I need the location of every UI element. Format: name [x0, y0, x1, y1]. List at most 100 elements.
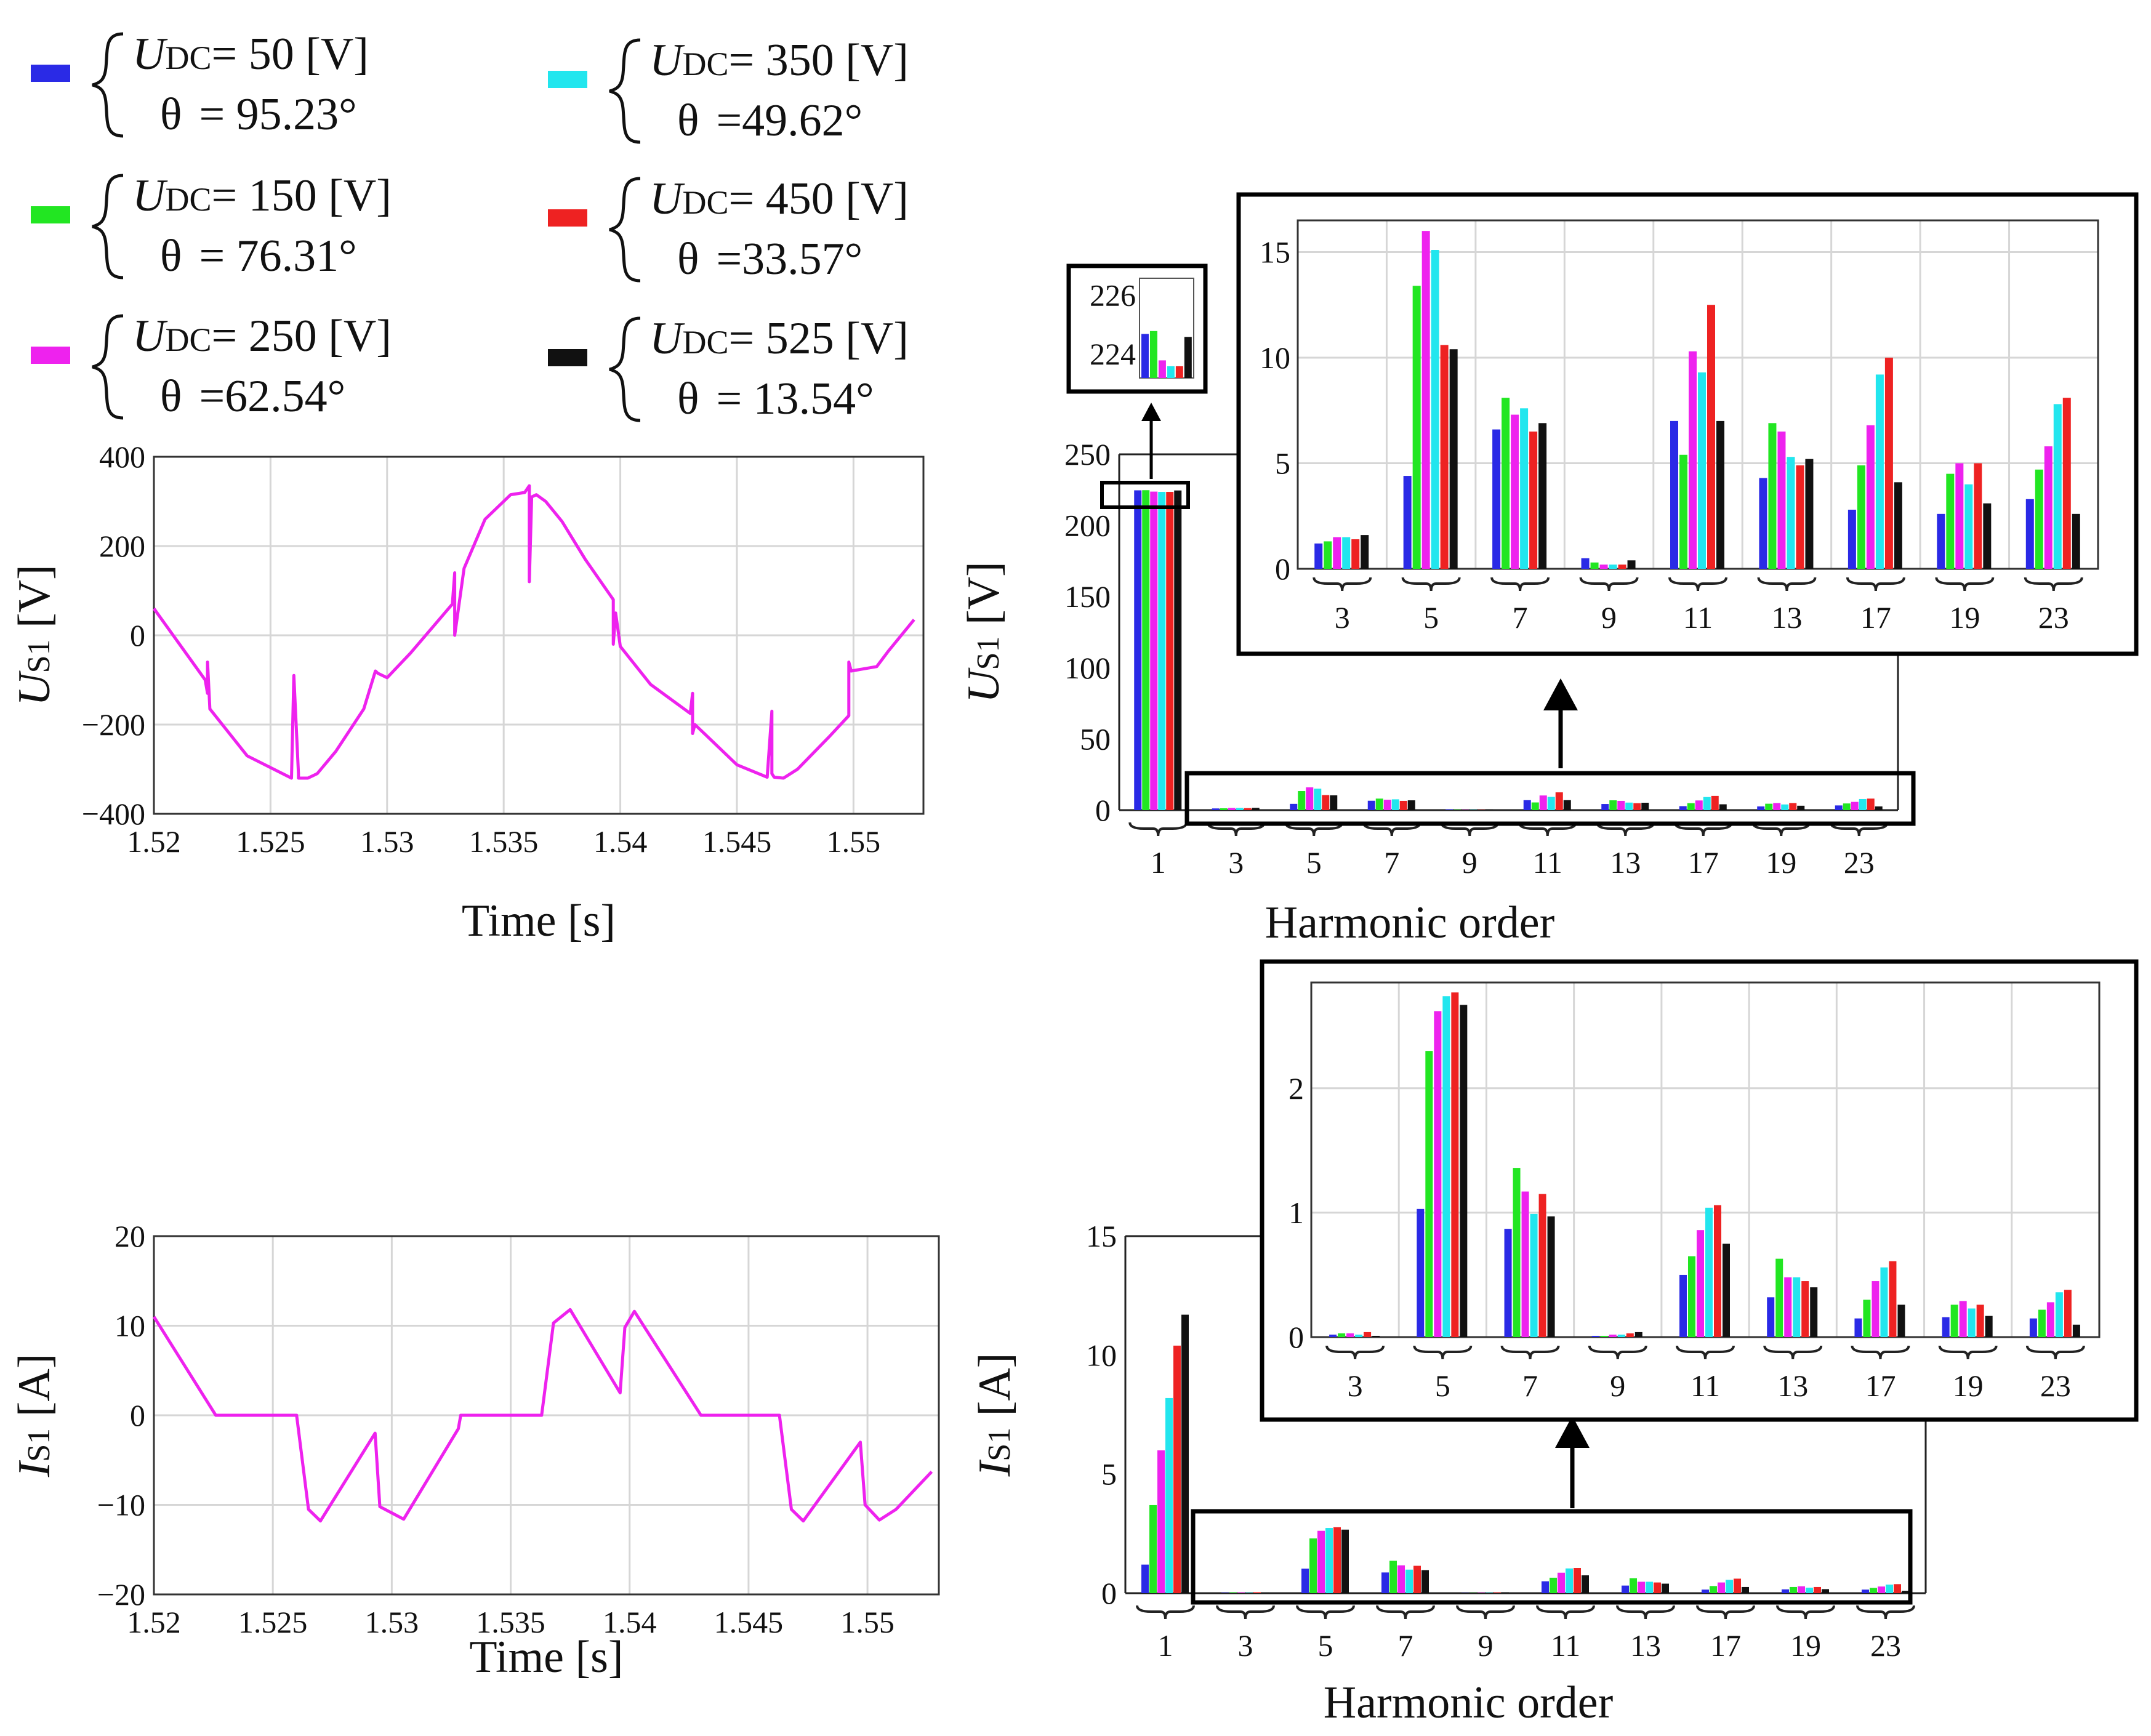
- inset-bar-udc250: [1955, 463, 1964, 569]
- fundamental-bar-udc250: [1158, 360, 1166, 378]
- inset-bar-udc150: [1775, 1258, 1783, 1337]
- legend-udc-sub: DC: [682, 184, 728, 221]
- svg-text:θ= 95.23°: θ = 95.23°: [160, 89, 357, 140]
- y-axis-title: US1 [V]: [9, 565, 60, 706]
- x-tick-label: 1.53: [365, 1605, 419, 1639]
- svg-text:θ=62.54°: θ =62.54°: [160, 371, 345, 422]
- inset-bar-udc350: [1609, 565, 1617, 569]
- bar-udc150: [1298, 791, 1306, 810]
- svg-text:UDC= 350 [V]: UDC= 350 [V]: [649, 35, 909, 86]
- category-brace: [1935, 577, 1995, 592]
- x-axis-title: Time [s]: [469, 1632, 623, 1682]
- inset-bar-udc450: [1707, 305, 1715, 569]
- inset-bar-udc525: [2072, 513, 2080, 569]
- inset-bar-udc250: [1689, 351, 1697, 569]
- x-tick-label: 1.55: [827, 824, 881, 859]
- inset-bar-udc450: [1976, 1304, 1984, 1337]
- inset-bar-udc450: [1351, 539, 1360, 569]
- fundamental-bar-udc150: [1149, 331, 1157, 378]
- bar-udc525: [1563, 800, 1571, 810]
- bar-udc525: [1252, 808, 1260, 810]
- inset-bar-udc450: [1889, 1261, 1897, 1337]
- y-tick-label: 100: [1064, 651, 1111, 685]
- bar-udc450: [1654, 1582, 1661, 1593]
- y-axis-title-subscript: S1: [982, 1428, 1017, 1461]
- bar-udc50: [1141, 1564, 1149, 1593]
- bar-udc50: [1702, 1589, 1709, 1593]
- y-tick-label: −20: [97, 1577, 145, 1612]
- bar-udc450: [1173, 1345, 1181, 1593]
- inset-bar-udc50: [2025, 499, 2034, 569]
- inset-bar-udc450: [1440, 345, 1449, 569]
- y-axis-title-unit: [V]: [9, 565, 60, 639]
- inset-bar-udc50: [1314, 543, 1323, 569]
- bar-udc450: [1244, 808, 1252, 810]
- bar-udc350: [1566, 1568, 1573, 1593]
- x-tick-label: 13: [1610, 845, 1641, 880]
- bar-udc50: [1679, 806, 1687, 810]
- legend-theta-symbol: θ: [160, 371, 182, 422]
- bar-udc350: [1405, 1569, 1413, 1593]
- category-brace: [1440, 822, 1500, 837]
- y-tick-label: −200: [82, 707, 145, 742]
- category-brace: [1851, 1345, 1910, 1360]
- x-tick-label: 7: [1398, 1628, 1413, 1663]
- inset-bar-udc350: [1968, 1308, 1976, 1337]
- bar-udc50: [1381, 1572, 1389, 1593]
- bar-udc150: [1687, 803, 1695, 810]
- x-tick-label: 11: [1551, 1628, 1580, 1663]
- legend-udc-value: = 350 [V]: [728, 35, 908, 86]
- bar-udc50: [1523, 800, 1531, 810]
- inset-bar-udc350: [1787, 457, 1795, 569]
- inset-bar-udc50: [1403, 476, 1412, 569]
- category-brace: [1757, 577, 1817, 592]
- inset-bar-udc350: [1875, 374, 1884, 569]
- bar-udc450: [1894, 1584, 1901, 1593]
- category-brace: [1518, 822, 1577, 837]
- legend-theta-value: = 13.54°: [716, 374, 874, 424]
- bar-udc250: [1397, 1565, 1405, 1593]
- x-tick-label: 23: [1870, 1628, 1901, 1663]
- legend-udc-label: U: [649, 174, 685, 224]
- x-tick-label: 1.54: [603, 1605, 657, 1639]
- inset-bar-udc525: [1372, 1335, 1380, 1337]
- bar-udc150: [1765, 803, 1773, 810]
- y-tick-label: −10: [97, 1488, 145, 1522]
- category-brace: [1376, 1605, 1435, 1620]
- x-tick-label: 1.52: [127, 824, 181, 859]
- bar-udc450: [1734, 1578, 1741, 1593]
- category-brace: [1313, 577, 1372, 592]
- y-axis-title: IS1 [A]: [970, 1353, 1020, 1477]
- x-axis-title: Harmonic order: [1265, 898, 1555, 948]
- x-tick-label: 1.545: [714, 1605, 784, 1639]
- category-brace: [1596, 822, 1655, 837]
- bar-udc450: [1253, 1592, 1261, 1593]
- inset-bar-udc50: [1767, 1297, 1775, 1337]
- bar-udc50: [1301, 1569, 1309, 1593]
- plot-frame: [153, 1235, 940, 1596]
- category-brace: [1616, 1605, 1675, 1620]
- bar-udc250: [1695, 800, 1703, 810]
- x-tick-label: 23: [2040, 1368, 2071, 1403]
- inset-bar-udc150: [1590, 562, 1599, 569]
- legend-swatch-udc450: [548, 209, 587, 227]
- legend-udc-sub: DC: [165, 181, 211, 218]
- bar-udc450: [1789, 803, 1797, 810]
- legend-udc-value: = 50 [V]: [211, 29, 368, 79]
- bar-udc525: [1822, 1589, 1829, 1593]
- inset-bar-udc50: [1942, 1317, 1950, 1337]
- inset-bar-udc450: [1714, 1205, 1721, 1337]
- inset-bar-udc525: [1983, 503, 1992, 569]
- bar-udc50: [1835, 805, 1843, 810]
- y-axis-title: US1 [V]: [959, 561, 1009, 703]
- x-tick-label: 9: [1478, 1628, 1494, 1663]
- category-brace: [1296, 1605, 1355, 1620]
- inset-bar-udc525: [1361, 535, 1369, 569]
- category-brace: [1676, 1345, 1735, 1360]
- legend-brace: [609, 316, 641, 422]
- x-tick-label: 13: [1777, 1368, 1808, 1403]
- legend-theta-value: = 76.31°: [199, 231, 356, 281]
- x-axis-title: Harmonic order: [1324, 1678, 1614, 1728]
- bar-udc250: [1150, 491, 1158, 810]
- bar-udc50: [1601, 804, 1609, 810]
